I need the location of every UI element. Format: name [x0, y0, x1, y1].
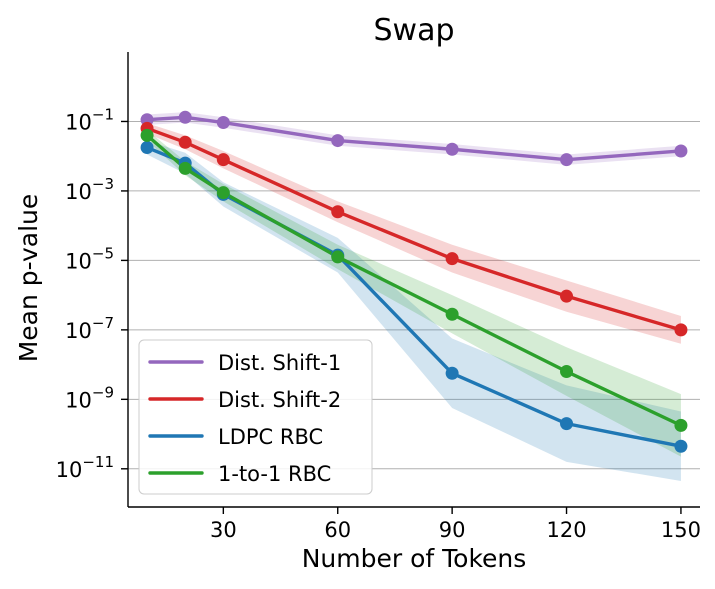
point-1-to-1-rbc — [560, 365, 574, 379]
series-points — [140, 110, 688, 453]
point-1-to-1-rbc — [178, 161, 192, 175]
legend-label-dist-shift-1: Dist. Shift-1 — [218, 351, 341, 375]
point-ldpc-rbc — [560, 417, 574, 431]
x-ticks: 30 60 90 120 150 — [210, 507, 701, 542]
y-tick-label: 10−1 — [65, 105, 114, 134]
point-dist-shift-2 — [445, 252, 459, 266]
legend-label-dist-shift-2: Dist. Shift-2 — [218, 388, 341, 412]
point-1-to-1-rbc — [140, 128, 154, 142]
x-tick-label: 120 — [546, 518, 586, 542]
point-1-to-1-rbc — [674, 418, 688, 432]
point-1-to-1-rbc — [331, 250, 345, 264]
y-tick-label: 10−9 — [65, 383, 114, 412]
point-dist-shift-2 — [560, 289, 574, 303]
point-dist-shift-1 — [674, 144, 688, 158]
chart-title: Swap — [373, 13, 454, 48]
point-dist-shift-1 — [445, 142, 459, 156]
y-tick-label: 10−3 — [65, 175, 114, 204]
x-tick-label: 60 — [324, 518, 351, 542]
x-tick-label: 150 — [661, 518, 701, 542]
x-axis-label: Number of Tokens — [302, 544, 527, 573]
band-dist-shift-1 — [147, 112, 681, 165]
point-dist-shift-1 — [178, 110, 192, 124]
y-tick-label: 10−5 — [65, 244, 114, 273]
legend: Dist. Shift-1 Dist. Shift-2 LDPC RBC 1-to-1… — [138, 339, 373, 495]
point-ldpc-rbc — [674, 439, 688, 453]
x-tick-label: 90 — [439, 518, 466, 542]
y-ticks: 10−1 10−3 10−5 10−7 10−9 10−11 — [56, 105, 128, 482]
legend-label-1-to-1-rbc: 1-to-1 RBC — [218, 462, 331, 486]
point-dist-shift-2 — [331, 205, 345, 219]
point-1-to-1-rbc — [445, 307, 459, 321]
x-tick-label: 30 — [210, 518, 237, 542]
point-1-to-1-rbc — [216, 186, 230, 200]
y-axis-label: Mean p-value — [14, 194, 43, 363]
point-dist-shift-2 — [674, 323, 688, 337]
y-tick-label: 10−11 — [56, 453, 114, 482]
point-ldpc-rbc — [445, 366, 459, 380]
y-tick-label: 10−7 — [65, 314, 114, 343]
point-dist-shift-1 — [331, 134, 345, 148]
point-dist-shift-2 — [178, 135, 192, 149]
point-dist-shift-1 — [216, 116, 230, 130]
legend-label-ldpc-rbc: LDPC RBC — [218, 425, 323, 449]
legend-box — [138, 339, 373, 495]
point-dist-shift-1 — [560, 153, 574, 167]
point-ldpc-rbc — [140, 141, 154, 155]
point-dist-shift-2 — [216, 153, 230, 167]
